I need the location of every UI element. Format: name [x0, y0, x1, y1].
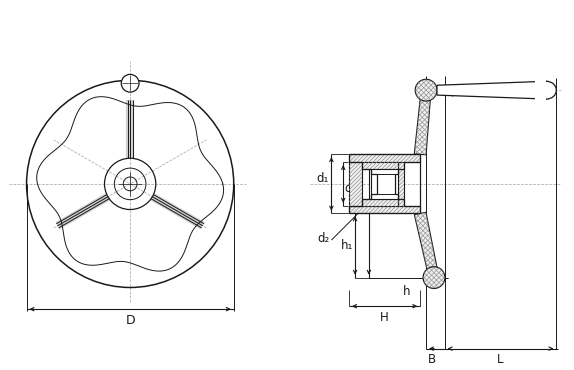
Bar [349, 206, 420, 213]
Text: H: H [381, 311, 389, 324]
Circle shape [423, 267, 445, 289]
Bar [534, 80, 546, 100]
Text: d: d [344, 182, 352, 195]
Text: d₂: d₂ [317, 232, 330, 245]
Bar [349, 154, 420, 162]
Circle shape [415, 79, 437, 101]
Text: B: B [428, 353, 436, 366]
Text: d₁: d₁ [316, 172, 328, 185]
Circle shape [121, 74, 139, 92]
Bar [362, 162, 398, 169]
Ellipse shape [537, 81, 556, 99]
Polygon shape [414, 90, 431, 155]
Polygon shape [414, 212, 439, 279]
Bar [349, 162, 362, 206]
Text: D: D [125, 314, 135, 327]
Bar [377, 174, 394, 194]
Bar [362, 199, 398, 206]
Text: L: L [497, 353, 504, 366]
Bar [371, 169, 398, 199]
Text: h₁: h₁ [341, 239, 353, 252]
Bar [398, 162, 405, 206]
Polygon shape [437, 81, 546, 99]
Text: h: h [403, 285, 410, 297]
